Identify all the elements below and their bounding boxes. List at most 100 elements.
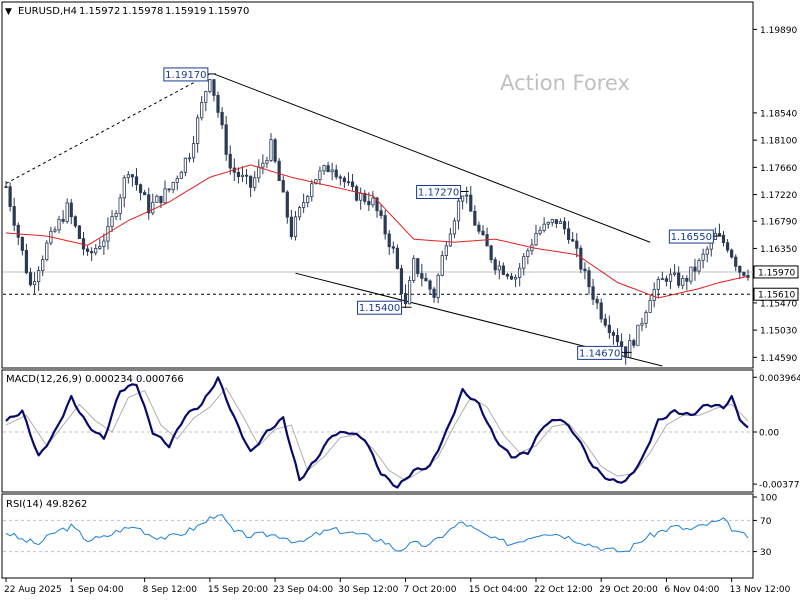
candle: [12, 197, 16, 232]
time-tick-label: 15 Oct 04:00: [469, 585, 528, 595]
support-level-text: 1.15610: [758, 291, 795, 301]
candle-body: [265, 160, 269, 164]
candle: [330, 162, 334, 181]
candle-body: [200, 102, 204, 119]
candle-body: [240, 174, 245, 177]
candle: [705, 246, 709, 263]
candle-body: [212, 79, 216, 96]
candle-body: [28, 272, 33, 286]
candle-body: [648, 299, 652, 313]
candle: [175, 175, 179, 191]
candle: [734, 254, 738, 272]
candle-body: [122, 177, 126, 199]
rsi-panel[interactable]: RSI(14) 49.8262 100 70 30: [1, 493, 777, 579]
price-tick-label: 1.16350: [760, 245, 797, 255]
candle-body: [130, 174, 135, 178]
candle-body: [187, 157, 192, 160]
candle: [550, 218, 554, 227]
candle-body: [147, 194, 151, 214]
candle: [685, 275, 689, 291]
rsi-title: RSI(14) 49.8262: [6, 499, 87, 510]
candle-body: [550, 219, 554, 223]
candle: [387, 230, 391, 255]
candle-body: [497, 265, 501, 271]
candle-body: [85, 248, 90, 252]
candle-body: [640, 322, 644, 326]
candle-body: [428, 280, 432, 290]
candle: [448, 227, 452, 247]
candle: [69, 198, 73, 225]
candle: [742, 271, 746, 278]
candle: [310, 179, 314, 202]
support-level-box: [753, 287, 799, 301]
candle: [477, 221, 481, 235]
candle-body: [514, 277, 518, 280]
candle: [534, 224, 538, 247]
candle: [469, 186, 473, 212]
candle-body: [636, 324, 640, 346]
candle: [579, 245, 583, 273]
time-tick-label: 1 Sep 04:00: [69, 585, 124, 595]
candle: [350, 173, 355, 191]
candle-body: [538, 230, 542, 234]
candle: [265, 156, 269, 168]
candle-body: [505, 274, 510, 277]
price-panel[interactable]: Action Forex ▼ EURUSD,H4 1.15972 1.15978…: [1, 1, 799, 369]
candle: [249, 175, 253, 197]
candle-body: [717, 233, 722, 236]
candle-body: [167, 188, 171, 191]
candle-body: [179, 171, 183, 179]
candle-body: [318, 170, 322, 180]
rsi-tick-label: 100: [760, 494, 777, 504]
rsi-tick-label: 30: [760, 548, 772, 558]
candle: [546, 221, 550, 229]
price-tick-label: 1.18100: [760, 137, 797, 147]
candle: [660, 271, 664, 281]
candle-body: [595, 298, 599, 304]
swing-label-box: [357, 300, 403, 315]
candle: [408, 276, 412, 305]
time-tick-label: 30 Sep 12:00: [338, 585, 398, 595]
candle-body: [448, 233, 452, 247]
macd-panel[interactable]: MACD(12,26,9) 0.000234 0.000766 0.003964…: [1, 369, 800, 493]
candle-body: [159, 195, 163, 204]
candle-body: [522, 256, 526, 269]
candle-body: [151, 201, 155, 214]
candle: [163, 180, 167, 205]
candle: [342, 175, 346, 188]
candle-body: [24, 250, 29, 274]
trendline-1: [213, 73, 651, 243]
header-low: 1.15919: [165, 6, 206, 17]
candle-body: [289, 216, 293, 237]
candle-body: [571, 239, 575, 242]
macd-title: MACD(12,26,9) 0.000234 0.000766: [6, 374, 184, 385]
trendline-0: [5, 73, 211, 184]
candle-body: [668, 273, 673, 282]
candle-body: [126, 174, 130, 179]
candle-body: [367, 200, 371, 206]
candle: [138, 183, 143, 201]
candle-body: [175, 178, 179, 183]
candle-body: [379, 210, 383, 216]
candle-body: [546, 222, 550, 225]
candle-body: [371, 197, 375, 206]
swing-label-text: 1.16550: [671, 232, 712, 243]
candle: [20, 236, 24, 256]
swing-label-text: 1.14670: [579, 348, 620, 359]
candle-body: [114, 213, 118, 217]
candle-body: [102, 240, 106, 247]
price-tick-label: 1.19890: [760, 26, 797, 36]
candle-body: [681, 278, 685, 286]
candle-body: [660, 278, 664, 281]
candle-body: [399, 268, 404, 294]
candle: [110, 210, 114, 233]
candle-body: [395, 247, 399, 269]
candle: [37, 266, 41, 292]
candle-body: [526, 250, 530, 258]
candle-body: [554, 219, 558, 224]
candle-body: [249, 175, 253, 188]
candle-body: [644, 311, 648, 324]
candle: [285, 190, 289, 224]
candle: [224, 115, 228, 161]
candle: [114, 210, 118, 221]
